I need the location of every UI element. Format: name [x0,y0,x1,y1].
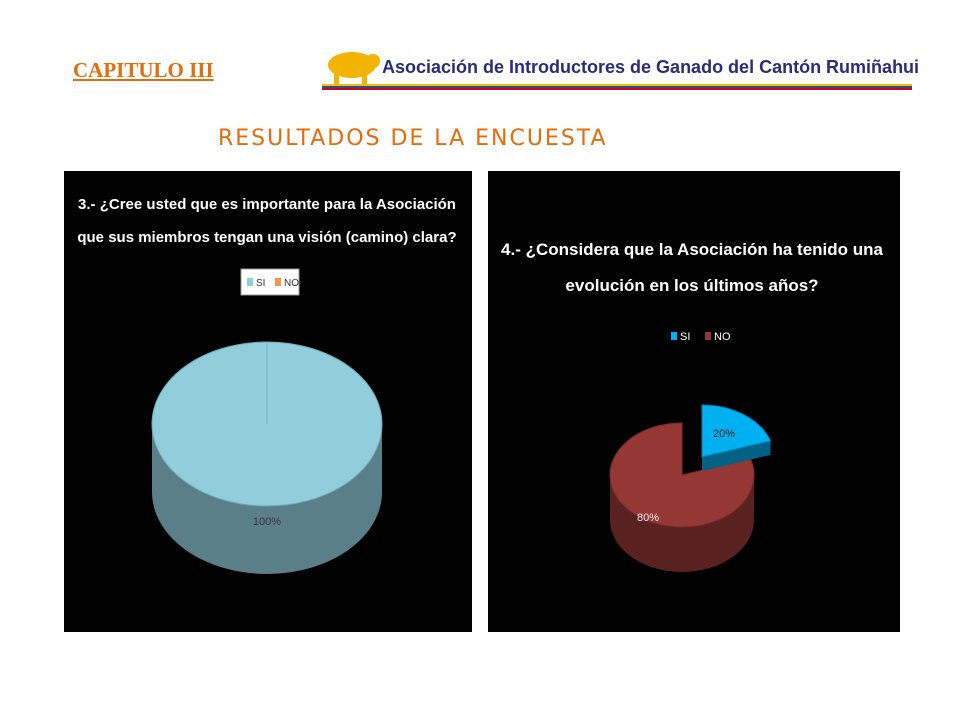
legend-label: NO [284,278,299,289]
chart-title-line: evolución en los últimos años? [565,276,818,295]
pie-slice-side-no [610,475,754,572]
page-title: RESULTADOS DE LA ENCUESTA [218,126,608,151]
legend-swatch [247,278,253,286]
pie-chart-q4: 4.- ¿Considera que la Asociación ha teni… [501,240,884,572]
chart-title-line: 4.- ¿Considera que la Asociación ha teni… [501,240,883,259]
pie-chart-q3: 3.- ¿Cree usted que es importante para l… [77,196,457,574]
legend-swatch [275,278,281,286]
pig-icon [328,52,380,86]
pie-slice-no [609,422,755,528]
chart-title-line: que sus miembros tengan una visión (cami… [77,229,456,246]
logo-stripes [322,84,912,92]
pie-slice-side-si [152,424,382,574]
data-label-no: 80% [637,512,659,524]
legend-swatch [671,332,677,340]
association-logo: Asociación de Introductores de Ganado de… [322,31,919,95]
pie-slice-si [701,404,772,458]
chart-title-line: 3.- ¿Cree usted que es importante para l… [78,196,456,213]
legend-swatch [705,332,711,340]
data-label-si: 100% [253,516,281,528]
legend-label: NO [714,331,731,343]
logo-text: Asociación de Introductores de Ganado de… [382,57,920,77]
chapter-heading: CAPITULO III [73,58,214,82]
legend-label: SI [680,331,690,343]
chart-panel-q4: 4.- ¿Considera que la Asociación ha teni… [488,171,900,632]
pie-slice-side-si [702,440,771,471]
data-label-si: 20% [713,428,735,440]
legend-label: SI [256,278,265,289]
chart-panel-q3: 3.- ¿Cree usted que es importante para l… [64,171,472,632]
